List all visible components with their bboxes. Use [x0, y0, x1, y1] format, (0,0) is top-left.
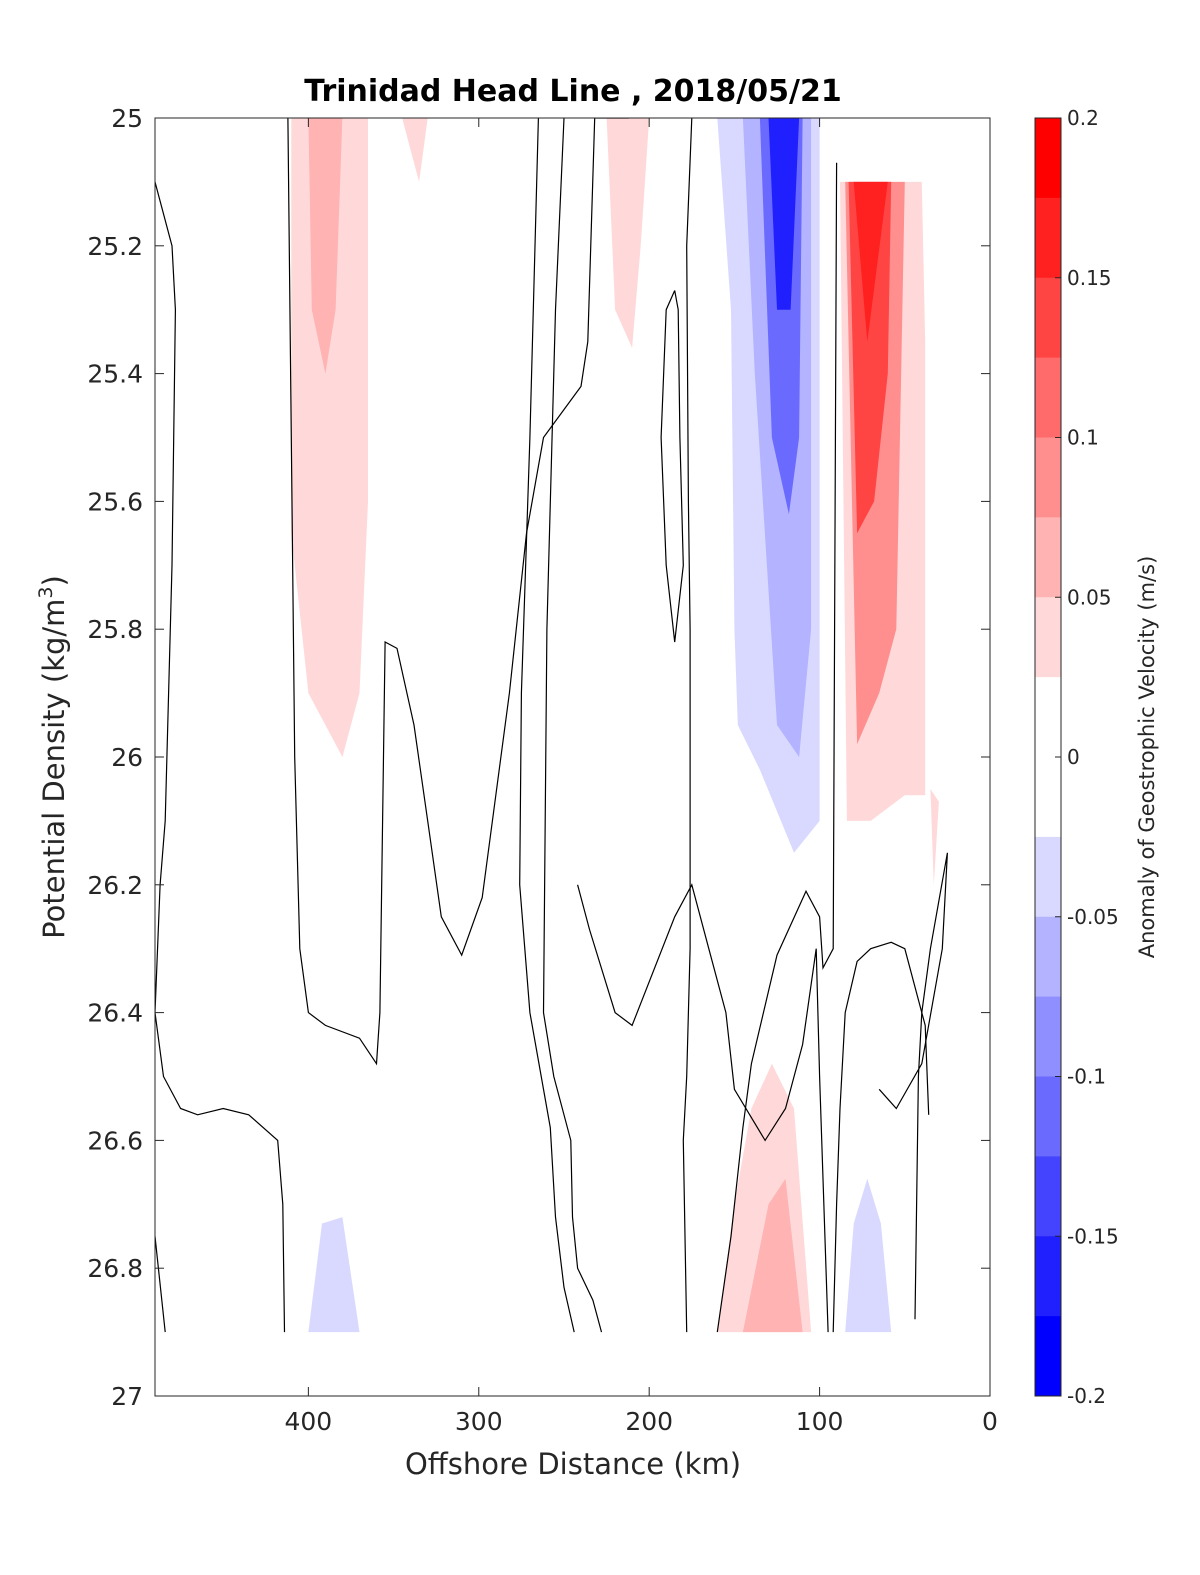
colorbar-segment [1035, 1316, 1061, 1397]
x-tick-label: 200 [625, 1407, 673, 1436]
colorbar-tick-label: -0.1 [1067, 1065, 1106, 1089]
contour-line [660, 290, 684, 643]
contour-fill-region [308, 1217, 360, 1333]
contour-fill-region [742, 1178, 803, 1333]
contour-fill-region [402, 118, 428, 182]
y-tick-label: 25.6 [87, 487, 143, 516]
y-tick-label: 26.4 [87, 999, 143, 1028]
y-tick-label: 27 [111, 1382, 143, 1411]
colorbar-segment [1035, 197, 1061, 279]
colorbar-segment [1035, 996, 1061, 1077]
contour-fill-region [606, 118, 650, 348]
contour-line [155, 1012, 286, 1333]
y-tick-label: 26.8 [87, 1254, 143, 1283]
contour-line [832, 941, 930, 1333]
colorbar-segment [1035, 597, 1061, 678]
x-axis-ticks: 400 300 200 100 0 [285, 118, 998, 1436]
contour-fill-region [308, 118, 343, 374]
contour-fill-region [768, 118, 800, 310]
colorbar-segment [1035, 437, 1061, 518]
x-tick-label: 400 [285, 1407, 333, 1436]
y-tick-label: 26.2 [87, 871, 143, 900]
filled-contours [291, 118, 939, 1333]
colorbar-segment [1035, 1236, 1061, 1317]
y-axis-ticks: 25 25.2 25.4 25.6 25.8 26 26.2 26.4 26.6 26.8 27 [87, 104, 990, 1411]
y-tick-label: 25 [111, 104, 143, 133]
contour-line [577, 883, 829, 1333]
colorbar-tick-label: 0.05 [1067, 585, 1112, 609]
y-axis-label-close: ) [37, 575, 71, 586]
y-tick-label: 25.2 [87, 232, 143, 261]
colorbar-tick-label: 0.1 [1067, 426, 1099, 450]
x-tick-label: 100 [796, 1407, 844, 1436]
x-axis-label: Offshore Distance (km) [405, 1447, 741, 1481]
contour-lines [155, 118, 948, 1333]
colorbar-tick-label: 0 [1067, 745, 1080, 769]
colorbar-tick-label: -0.15 [1067, 1224, 1119, 1248]
colorbar-segment [1035, 277, 1061, 359]
contour-fill-region [848, 181, 892, 534]
x-tick-label: 0 [982, 1407, 998, 1436]
y-tick-label: 25.8 [87, 615, 143, 644]
y-tick-label: 26 [111, 743, 143, 772]
colorbar: 0.2 0.15 0.1 0.05 0 -0.05 -0.1 -0.15 -0.2 [1034, 106, 1119, 1408]
contour-line [519, 118, 575, 1333]
colorbar-tick-label: -0.05 [1067, 905, 1119, 929]
y-axis-label: Potential Density (kg/m3) [35, 575, 71, 939]
colorbar-segment [1035, 677, 1061, 758]
colorbar-segment [1035, 357, 1061, 438]
colorbar-segment [1035, 836, 1061, 918]
contour-fill-region [930, 789, 939, 885]
x-tick-label: 300 [455, 1407, 503, 1436]
colorbar-label: Anomaly of Geostrophic Velocity (m/s) [1135, 556, 1159, 959]
y-tick-label: 26.6 [87, 1126, 143, 1155]
colorbar-segment [1035, 118, 1061, 199]
contour-line [682, 118, 693, 1333]
contour-fill-region [291, 118, 368, 757]
contour-fill-region [853, 181, 888, 342]
contour-line [542, 118, 603, 1333]
colorbar-segment [1035, 757, 1061, 838]
colorbar-segment [1035, 517, 1061, 598]
colorbar-tick-label: -0.2 [1067, 1384, 1106, 1408]
y-axis-label-sup: 3 [35, 586, 57, 598]
y-axis-label-main: Potential Density (kg/m [37, 599, 71, 939]
colorbar-segment [1035, 916, 1061, 998]
colorbar-tick-label: 0.15 [1067, 266, 1112, 290]
y-tick-label: 25.4 [87, 360, 143, 389]
contour-line [287, 118, 629, 1066]
colorbar-segment [1035, 1156, 1061, 1237]
chart-title: Trinidad Head Line , 2018/05/21 [304, 74, 841, 109]
contour-line [716, 162, 838, 1333]
contour-line [155, 1236, 166, 1333]
contour-fill-region [845, 1178, 892, 1333]
contour-line [878, 852, 948, 1320]
colorbar-tick-label: 0.2 [1067, 106, 1099, 130]
colorbar-segment [1035, 1076, 1061, 1157]
